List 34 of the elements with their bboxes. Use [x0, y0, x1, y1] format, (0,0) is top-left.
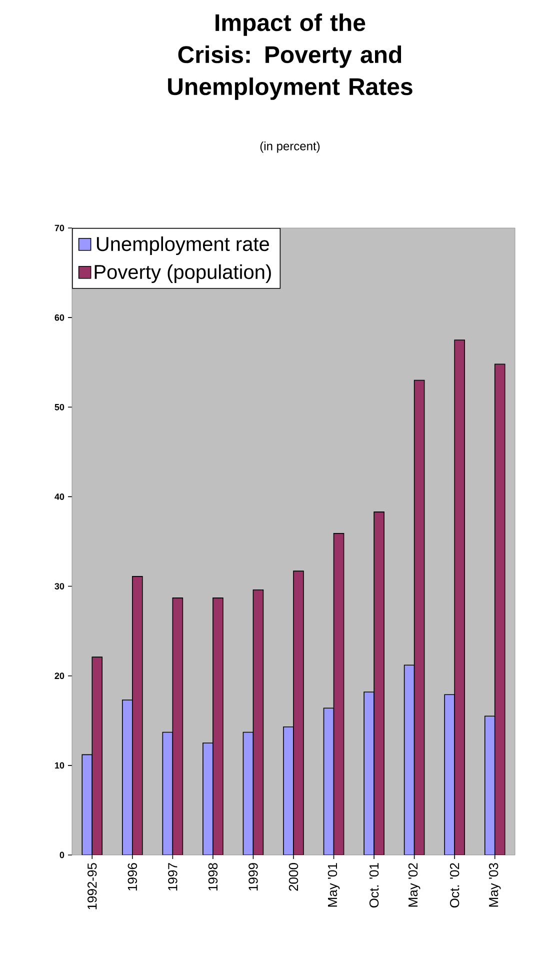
x-tick-label: May '02 — [408, 863, 420, 907]
bar — [414, 380, 425, 855]
x-tick-label: 1997 — [168, 863, 178, 890]
y-tick-label: 20 — [54, 672, 64, 680]
x-tick-label: Oct. '02 — [450, 863, 460, 908]
chart-subtitle: (in percent) — [260, 142, 320, 153]
bar — [293, 570, 304, 855]
bar — [374, 512, 384, 855]
x-tick-label: 1996 — [128, 863, 138, 890]
bar — [92, 656, 103, 855]
bar — [172, 598, 184, 855]
bar — [494, 364, 506, 855]
y-tick-label: 70 — [54, 224, 64, 232]
x-tick-label: 2000 — [288, 863, 298, 891]
legend-label: Unemployment rate — [96, 236, 270, 256]
y-tick-label: 60 — [54, 314, 64, 321]
bar — [212, 598, 224, 855]
chart-title: Impact of the Crisis: Poverty and Unemployment Rates — [168, 14, 412, 100]
bar — [454, 340, 465, 855]
x-tick-label: 1999 — [248, 863, 258, 890]
y-tick-label: 0 — [60, 852, 64, 858]
y-tick-label: 40 — [54, 494, 64, 500]
bar — [132, 576, 143, 855]
y-tick-label: 50 — [54, 404, 64, 410]
y-tick-label: 30 — [54, 583, 64, 590]
x-tick-label: May '01 — [328, 863, 340, 907]
x-tick-label: May '03 — [488, 863, 501, 907]
bar — [333, 533, 344, 855]
x-tick-label: Oct. '01 — [369, 863, 379, 908]
bar — [252, 589, 264, 855]
x-tick-label: 1992-95 — [88, 863, 97, 910]
legend-label: Poverty (population) — [94, 264, 271, 284]
x-tick-label: 1998 — [208, 863, 218, 890]
y-tick-label: 10 — [55, 762, 64, 769]
